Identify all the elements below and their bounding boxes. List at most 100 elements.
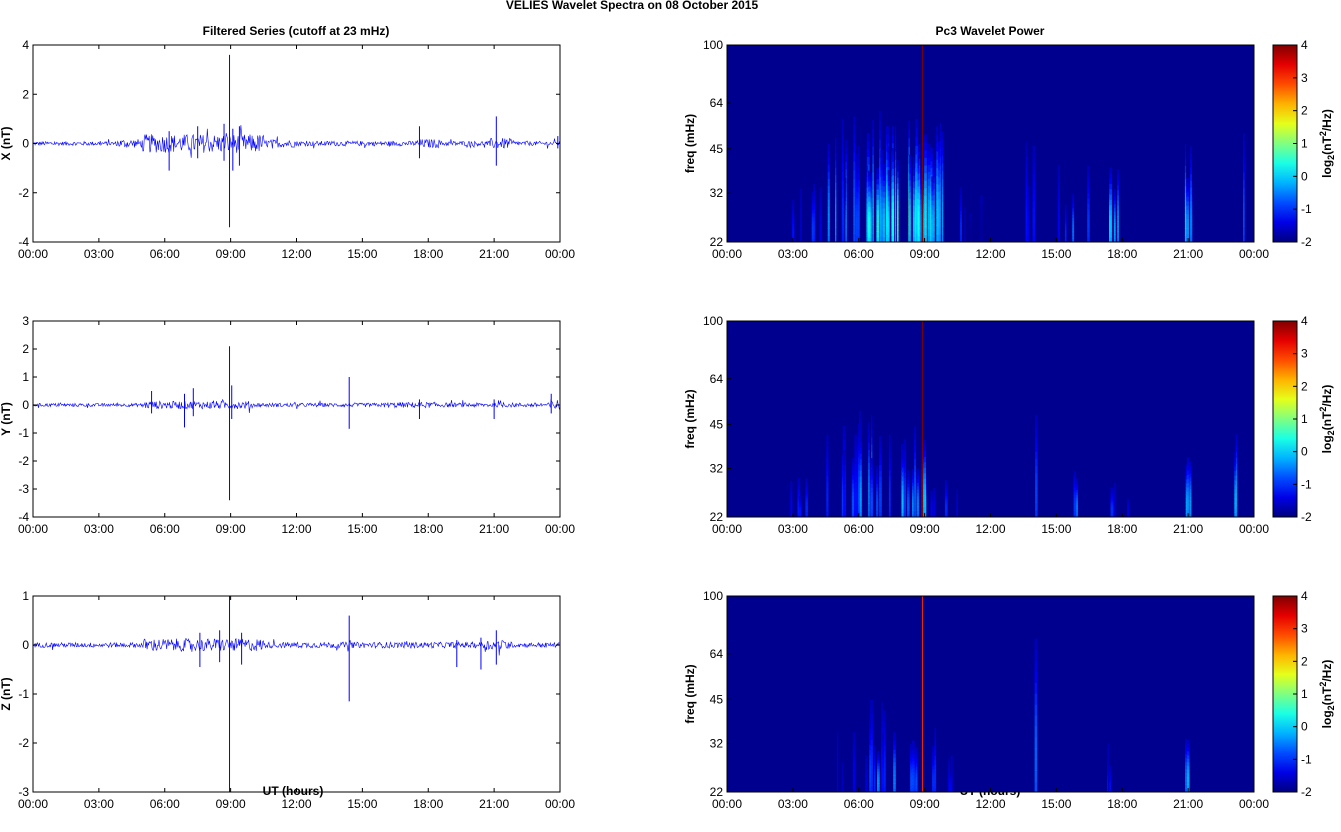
colorbar-tick-label: -2: [1301, 235, 1312, 249]
wavelet-burst-2: [879, 488, 882, 495]
wavelet-burst-2: [912, 750, 915, 755]
wavelet-burst-0: [813, 225, 816, 231]
wavelet-burst-2: [876, 494, 879, 500]
wavelet-burst-5: [969, 240, 972, 243]
wavelet-burst-1: [844, 205, 847, 211]
wavelet-burst-4: [933, 502, 936, 506]
wavelet-burst-4: [924, 134, 927, 143]
wavelet-burst-1: [841, 145, 844, 155]
wavelet-burst-1: [856, 476, 859, 482]
wavelet-burst-1: [873, 768, 876, 773]
wavelet-burst-4: [939, 122, 942, 132]
wavelet-burst-8: [1117, 190, 1119, 196]
wavelet-burst-1: [827, 157, 830, 166]
wavelet-burst-5: [960, 214, 962, 219]
wavelet-burst-6: [1025, 181, 1029, 188]
wavelet-burst-2: [872, 128, 874, 139]
wavelet-burst-2: [876, 491, 879, 496]
wavelet-burst-8: [1189, 505, 1192, 510]
wavelet-burst-6: [1186, 769, 1190, 774]
wavelet-burst-2: [859, 505, 862, 512]
wavelet-burst-0: [811, 202, 814, 207]
wavelet-burst-7: [1127, 510, 1130, 513]
wavelet-burst-2: [932, 746, 935, 750]
wavelet-burst-4: [924, 172, 927, 181]
wavelet-burst-6: [1186, 747, 1190, 752]
wavelet-burst-0: [836, 736, 839, 742]
wavelet-burst-9: [1184, 214, 1187, 222]
wavelet-burst-3: [912, 475, 914, 480]
wavelet-burst-4: [927, 213, 931, 222]
wavelet-burst-1: [827, 150, 830, 159]
x-tick-label: 12:00: [281, 522, 311, 536]
right-column-title: Pc3 Wavelet Power: [936, 24, 1045, 38]
wavelet-burst-3: [892, 174, 894, 183]
wavelet-burst-4: [932, 200, 935, 208]
wavelet-burst-2: [882, 219, 886, 226]
wavelet-burst-8: [1189, 469, 1192, 474]
wavelet-burst-7: [1113, 485, 1117, 489]
wavelet-burst-3: [912, 229, 915, 237]
wavelet-burst-9: [1184, 158, 1187, 166]
wavelet-burst-3: [894, 159, 897, 169]
wavelet-burst-5: [960, 195, 962, 200]
wavelet-burst-1: [826, 435, 829, 442]
wavelet-burst-3: [892, 195, 894, 203]
wavelet-burst-4: [930, 147, 933, 155]
wavelet-burst-2: [879, 232, 881, 243]
wavelet-burst-4: [942, 147, 944, 156]
wavelet-burst-4: [939, 225, 942, 234]
wavelet-burst-2: [870, 483, 874, 488]
wavelet-burst-3: [909, 161, 912, 168]
x-tick-label: 15:00: [347, 247, 377, 261]
wavelet-burst-6: [1025, 217, 1029, 225]
wavelet-burst-1: [851, 508, 855, 514]
wavelet-burst-8: [1109, 226, 1113, 232]
wavelet-burst-3: [904, 467, 907, 474]
wavelet-burst-1: [893, 753, 896, 759]
wavelet-burst-1: [870, 772, 873, 780]
wavelet-burst-3: [916, 492, 920, 497]
wavelet-burst-8: [1186, 491, 1190, 497]
wavelet-burst-3: [901, 458, 904, 464]
wavelet-burst-3: [909, 204, 912, 212]
wavelet-burst-3: [949, 779, 952, 782]
wavelet-burst-3: [912, 479, 914, 484]
wavelet-burst-2: [868, 216, 871, 223]
wavelet-burst-2: [868, 170, 871, 177]
wavelet-burst-9: [1235, 505, 1238, 512]
wavelet-burst-0: [792, 205, 795, 210]
wavelet-burst-4: [956, 490, 958, 494]
wavelet-burst-2: [868, 180, 871, 187]
x-tick-label: 03:00: [84, 522, 114, 536]
wavelet-burst-3: [908, 146, 910, 156]
wavelet-burst-3: [894, 151, 897, 161]
colorbar-label-sub: 2: [1326, 430, 1336, 435]
wavelet-burst-0: [865, 763, 868, 767]
wavelet-burst-3: [901, 476, 904, 482]
wavelet-burst-5: [1109, 765, 1111, 768]
wavelet-burst-2: [876, 173, 879, 180]
wavelet-burst-4: [931, 213, 934, 220]
wavelet-burst-3: [950, 768, 953, 772]
wavelet-burst-4: [936, 225, 939, 235]
wavelet-burst-2: [932, 769, 935, 773]
wavelet-burst-3: [915, 206, 918, 217]
wavelet-burst-2: [866, 214, 868, 221]
x-tick-label: 15:00: [1041, 797, 1071, 811]
wavelet-burst-2: [911, 740, 915, 745]
wavelet-burst-3: [923, 500, 926, 507]
wavelet-burst-1: [856, 178, 859, 186]
wavelet-burst-0: [852, 766, 856, 772]
wavelet-burst-8: [1189, 509, 1192, 514]
wavelet-burst-4: [939, 182, 942, 192]
wavelet-burst-3: [894, 192, 897, 202]
wavelet-burst-7: [1087, 225, 1090, 232]
wavelet-burst-4: [919, 226, 922, 232]
wavelet-burst-1: [893, 732, 896, 738]
wavelet-burst-0: [811, 191, 814, 196]
wavelet-burst-1: [835, 197, 837, 206]
wavelet-burst-6: [1075, 506, 1078, 510]
wavelet-burst-2: [879, 505, 882, 512]
wavelet-burst-3: [909, 223, 912, 230]
